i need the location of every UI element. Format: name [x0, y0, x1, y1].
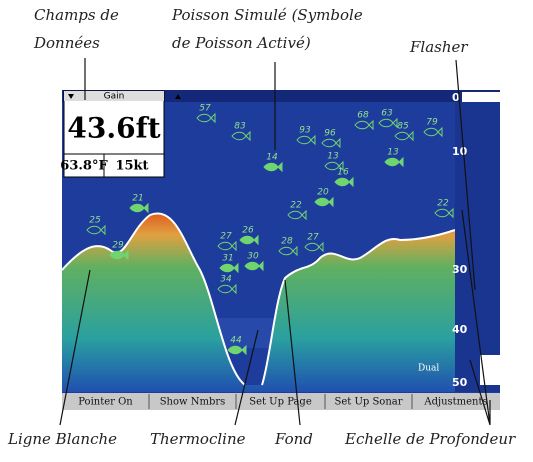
depth-tick-label: 30	[452, 263, 468, 276]
fish-icon	[314, 196, 334, 208]
fish-depth: 27	[307, 233, 319, 243]
fish-depth: 26	[242, 226, 254, 236]
fish-icon	[227, 344, 247, 356]
fish-icon	[287, 209, 307, 221]
depth-tick-label: 40	[452, 323, 468, 336]
temperature: 63.8°F	[60, 159, 108, 174]
fish-depth: 31	[222, 254, 233, 264]
fish-icon	[109, 249, 129, 261]
fish-icon	[129, 202, 149, 214]
softkey[interactable]: Set Up Sonar	[334, 397, 402, 408]
fish-icon	[244, 260, 264, 272]
softkey[interactable]: Pointer On	[78, 397, 133, 408]
annotation: Champs de	[34, 6, 119, 24]
fish-icon	[378, 117, 398, 129]
annotation: Données	[33, 34, 100, 52]
fish-icon	[394, 130, 414, 142]
fish-depth: 79	[426, 118, 438, 128]
fish-icon	[304, 241, 324, 253]
fish-depth: 93	[299, 126, 311, 136]
fish-depth: 34	[220, 275, 232, 285]
fish-icon	[384, 156, 404, 168]
fish-depth: 44	[230, 336, 242, 346]
flasher-surface	[462, 92, 500, 102]
fish-icon	[217, 240, 237, 252]
fish-icon	[86, 224, 106, 236]
fish-icon	[334, 176, 354, 188]
fish-icon	[196, 112, 216, 124]
data-box	[63, 90, 165, 178]
fish-icon	[278, 245, 298, 257]
speed: 15kt	[115, 159, 148, 174]
fish-depth: 21	[132, 194, 143, 204]
fish-depth: 20	[317, 188, 329, 198]
fish-icon	[231, 130, 251, 142]
fish-depth: 96	[324, 129, 336, 139]
fish-icon	[263, 161, 283, 173]
fish-icon	[239, 234, 259, 246]
depth-tick-label: 10	[452, 145, 468, 158]
fish-depth: 13	[387, 148, 399, 158]
fish-depth: 25	[89, 216, 101, 226]
data-box-header	[64, 91, 164, 101]
fish-depth: 28	[281, 237, 293, 247]
fish-icon	[321, 137, 341, 149]
depth-value: 43.6ft	[67, 112, 160, 145]
leader	[59, 269, 91, 426]
fish-depth: 83	[234, 122, 246, 132]
fish-depth: 63	[381, 109, 393, 119]
annotation: Ligne Blanche	[7, 430, 117, 448]
fish-icon	[423, 126, 443, 138]
fish-depth: 68	[357, 111, 369, 121]
annotation: Fond	[274, 430, 313, 448]
fish-depth: 29	[112, 241, 124, 251]
softkey-bar	[62, 393, 500, 410]
fish-depth: 14	[266, 153, 278, 163]
dual-label: Dual	[418, 364, 439, 374]
top-band	[62, 90, 500, 102]
annotation: de Poisson Activé)	[172, 34, 311, 52]
fish-depth: 22	[290, 201, 302, 211]
fish-depth: 13	[327, 152, 339, 162]
leader	[455, 59, 476, 291]
fish-depth: 57	[199, 104, 211, 114]
annotation: Flasher	[409, 38, 468, 56]
leader	[461, 209, 491, 426]
leader	[284, 279, 301, 426]
fish-icon	[324, 160, 344, 172]
bottom-echo	[62, 213, 455, 392]
flasher	[455, 102, 500, 392]
softkey[interactable]: Adjustments	[423, 397, 487, 408]
softkey[interactable]: Set Up Page	[249, 397, 312, 408]
depth-tick-label: 0	[452, 91, 460, 104]
white-line	[61, 212, 456, 386]
fish-depth: 22	[437, 199, 449, 209]
softkey[interactable]: Show Nmbrs	[160, 397, 226, 408]
fish-depth: 85	[397, 122, 409, 132]
fish-icon	[434, 207, 454, 219]
fish-depth: 16	[337, 168, 349, 178]
fish-icon	[217, 283, 237, 295]
annotation: Echelle de Profondeur	[344, 430, 516, 448]
fish-icon	[219, 262, 239, 274]
annotation: Thermocline	[150, 430, 246, 448]
gain-label: Gain	[104, 92, 125, 102]
annotation: Poisson Simulé (Symbole	[171, 6, 363, 24]
fish-depth: 30	[247, 252, 259, 262]
flasher-bottom	[480, 355, 500, 385]
fish-icon	[296, 134, 316, 146]
thermocline-band	[215, 318, 275, 348]
leader	[234, 329, 259, 426]
depth-tick-label: 50	[452, 376, 468, 389]
fish-icon	[354, 119, 374, 131]
fish-depth: 27	[220, 232, 232, 242]
